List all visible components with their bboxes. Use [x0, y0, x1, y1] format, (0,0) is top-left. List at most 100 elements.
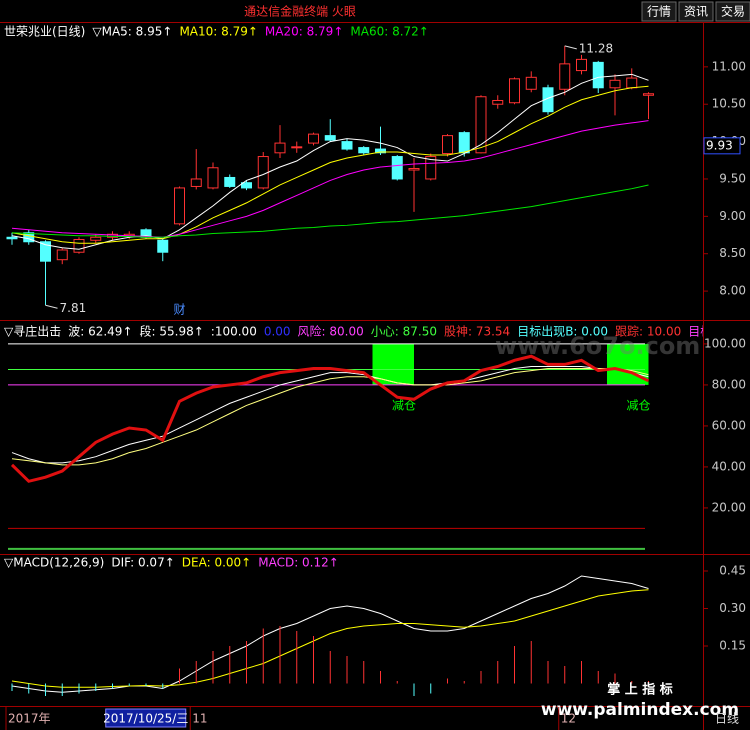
signal-label: 减仓	[392, 399, 416, 413]
button-label[interactable]: 资讯	[684, 5, 708, 19]
news-marker: 财	[174, 303, 186, 317]
candle-body	[224, 176, 236, 187]
y-tick-label: 60.00	[712, 418, 746, 432]
candle-body	[576, 58, 587, 72]
candle-body	[458, 132, 470, 154]
cursor-date-label: 2017/10/25/三	[103, 712, 188, 726]
y-tick-label: 10.50	[712, 97, 746, 111]
candle-body	[375, 148, 386, 154]
header-label: ▽寻庄出击	[4, 324, 61, 339]
candle-body	[40, 241, 51, 262]
candle-body	[324, 135, 336, 141]
y-tick-label: 9.00	[719, 209, 746, 223]
header-label: ▽MACD(12,26,9)	[4, 556, 104, 570]
header-label: DIF: 0.07↑	[111, 556, 174, 570]
y-tick-label: 40.00	[712, 459, 746, 473]
watermark: www.palmindex.com	[541, 700, 739, 720]
y-tick-label: 0.15	[719, 639, 746, 653]
header-label: :100.00	[211, 325, 257, 339]
button-label[interactable]: 交易	[721, 4, 745, 19]
header-label: 波: 62.49↑	[68, 325, 132, 339]
extreme-label: 7.81	[60, 301, 87, 315]
plot-area: 世荣兆业(日线) ▽MA5: 8.95↑ MA10: 8.79↑ MA20: 8.79…	[4, 25, 724, 696]
y-tick-label: 8.50	[719, 246, 746, 260]
candle-body	[592, 61, 604, 89]
ma-line	[11, 85, 649, 244]
header-label: ▽MA5: 8.95↑	[92, 25, 172, 39]
candle-body	[626, 77, 638, 89]
period-label[interactable]: 日线	[715, 712, 739, 726]
button[interactable]	[715, 1, 750, 22]
candle-body	[190, 178, 202, 187]
candle-body	[73, 239, 85, 253]
extreme-pointer	[564, 45, 577, 50]
watermark: www.6o7o.com	[495, 332, 700, 360]
candle-body	[643, 93, 654, 96]
y-tick-label: 9.50	[719, 171, 746, 185]
header-label: MA60: 8.72↑	[350, 25, 428, 39]
window-title: 通达信金融终端 火眼	[244, 4, 356, 19]
candle-body	[509, 78, 520, 104]
button[interactable]	[678, 1, 714, 22]
cursor-date-box	[105, 708, 187, 728]
candle-body	[241, 182, 252, 189]
header-label: 目标出	[688, 325, 724, 339]
y-tick-label: 0.30	[719, 601, 746, 615]
candle-body	[525, 76, 537, 90]
candle-body	[257, 156, 269, 189]
indicator-line	[11, 365, 649, 464]
ma-line	[11, 120, 649, 238]
candle-body	[23, 232, 35, 243]
header-label: MA20: 8.79↑	[265, 25, 343, 39]
header-label: DEA: 0.00↑	[182, 556, 251, 570]
signal-label: 减仓	[626, 399, 650, 413]
price-tag-label: 9.93	[706, 138, 733, 152]
candle-body	[107, 233, 118, 238]
y-tick-label: 0.45	[719, 564, 746, 578]
header-label: 目标出现B: 0.00	[517, 325, 608, 339]
price-tag	[703, 137, 741, 155]
candle-body	[425, 156, 437, 180]
candle-body	[442, 135, 453, 155]
candle-body	[492, 99, 504, 105]
candle-body	[341, 141, 353, 150]
candle-body	[56, 249, 68, 261]
date-label: 11	[192, 712, 207, 726]
candle-body	[174, 187, 185, 225]
indicator-line	[10, 354, 650, 483]
y-tick-label: 20.00	[712, 500, 746, 514]
y-tick-label: 80.00	[712, 377, 746, 391]
candle-body	[542, 87, 554, 113]
candle-body	[391, 156, 403, 180]
button-label[interactable]: 行情	[647, 5, 671, 19]
extreme-pointer	[45, 304, 58, 309]
header-label: MACD: 0.12↑	[258, 556, 339, 570]
header-label: 股神: 73.54	[444, 325, 510, 339]
candle-body	[207, 167, 219, 189]
header-label: MA10: 8.79↑	[179, 25, 257, 39]
y-tick-label: 100.00	[704, 336, 746, 350]
candle-body	[559, 63, 571, 90]
extreme-label: 11.28	[579, 41, 613, 55]
date-label: 12	[561, 712, 576, 726]
ma-line	[11, 73, 649, 250]
macd-line	[11, 589, 649, 688]
candle-body	[291, 146, 303, 149]
y-tick-label: 11.00	[712, 59, 746, 73]
header-label: 跟踪: 10.00	[615, 325, 681, 339]
button[interactable]	[641, 1, 677, 22]
candle-body	[90, 236, 102, 241]
candle-body	[308, 133, 319, 144]
candle-body	[6, 236, 18, 240]
indicator-line	[11, 368, 649, 466]
header-label: 风险: 80.00	[298, 324, 364, 339]
header-label: 段: 55.98↑	[140, 324, 204, 339]
y-tick-label: 8.00	[719, 284, 746, 298]
header-label: 0.00	[264, 325, 291, 339]
candle-body	[408, 168, 420, 171]
date-label: 2017年	[8, 712, 51, 726]
ma-line	[11, 184, 649, 238]
candle-body	[358, 147, 370, 154]
